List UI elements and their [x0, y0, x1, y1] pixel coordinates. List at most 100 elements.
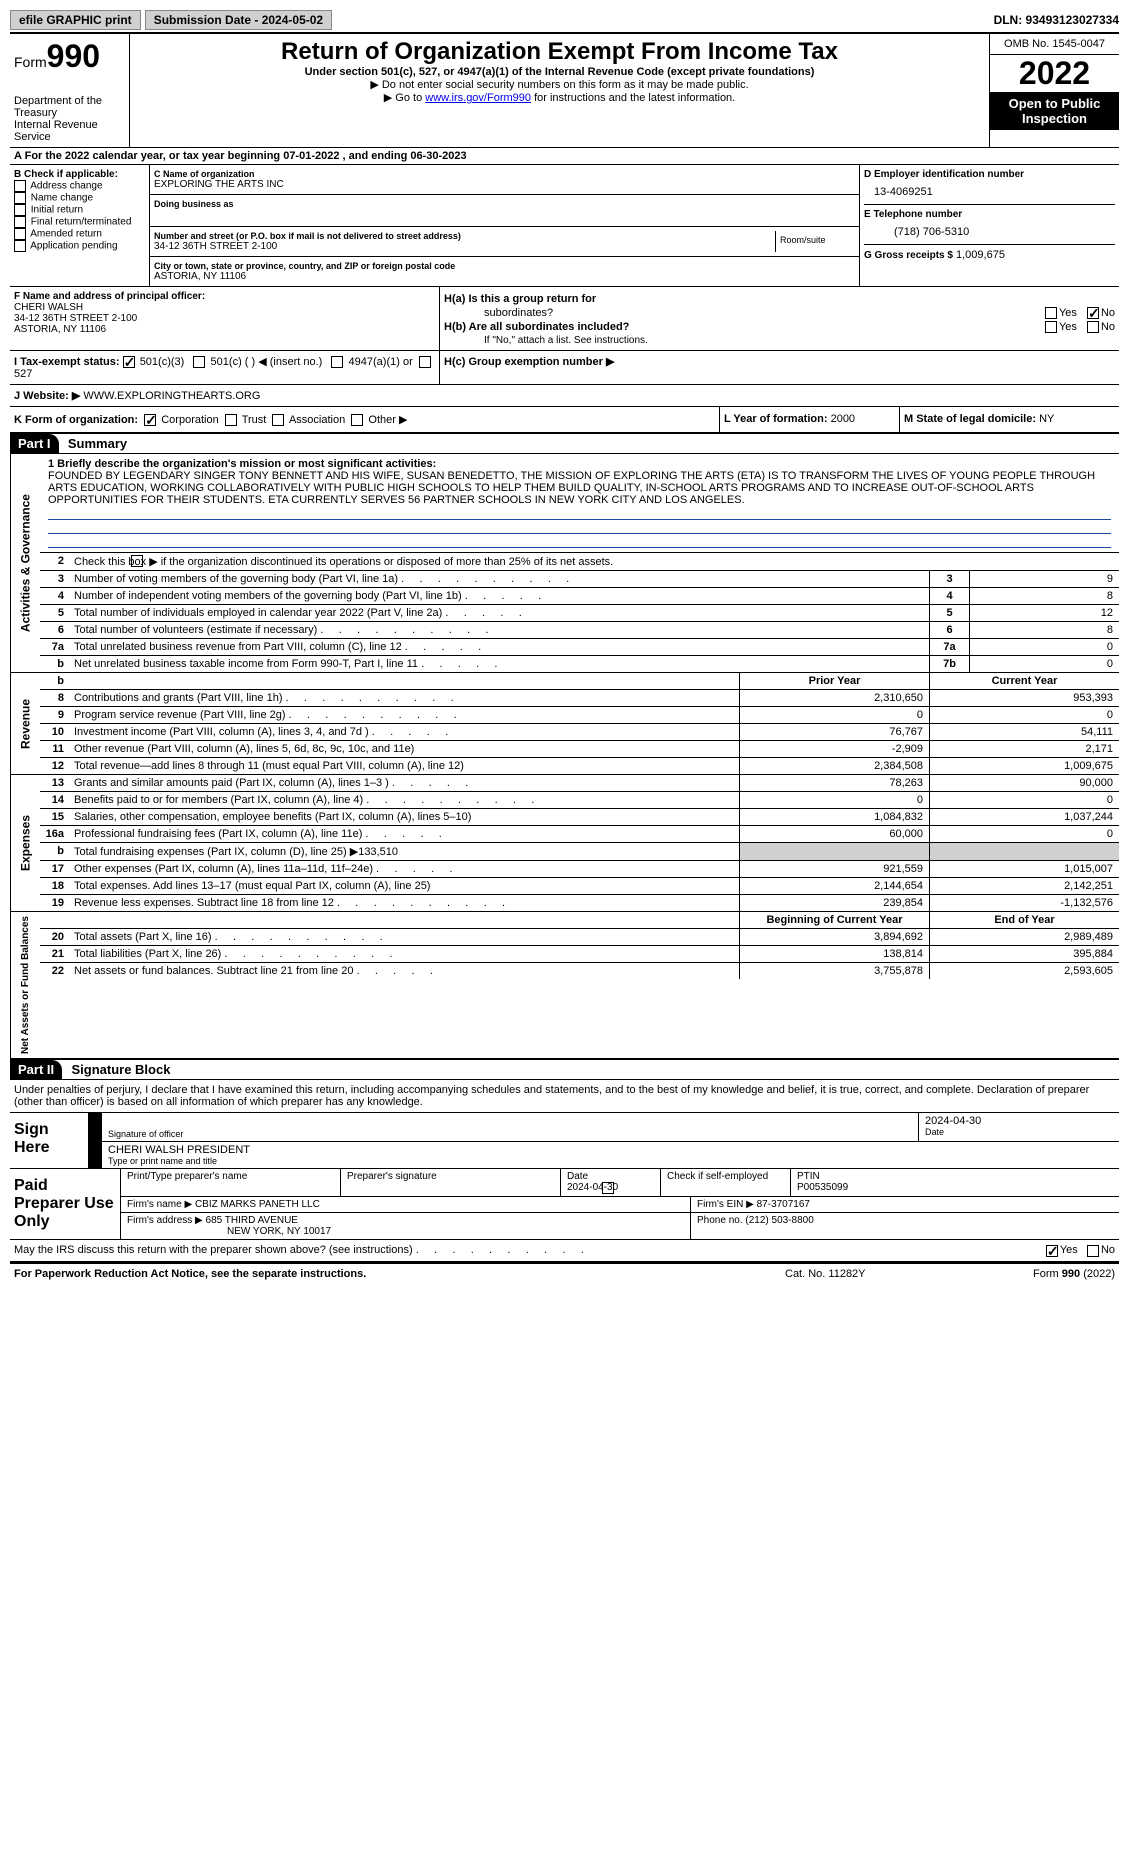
- cb-address-change[interactable]: [14, 180, 26, 192]
- mission-text: FOUNDED BY LEGENDARY SINGER TONY BENNETT…: [48, 470, 1111, 506]
- gross-label: G Gross receipts $: [864, 250, 953, 261]
- dln: DLN: 93493123027334: [994, 13, 1119, 27]
- org-name: EXPLORING THE ARTS INC: [154, 179, 855, 190]
- prep-name-hdr: Print/Type preparer's name: [121, 1169, 341, 1196]
- l15-py: 1,084,832: [739, 809, 929, 825]
- cb-discuss-no[interactable]: [1087, 1245, 1099, 1257]
- l14-cy: 0: [929, 792, 1119, 808]
- l18-py: 2,144,654: [739, 878, 929, 894]
- l12-cy: 1,009,675: [929, 758, 1119, 774]
- l10-cy: 54,111: [929, 724, 1119, 740]
- col-b-checkboxes: B Check if applicable: Address change Na…: [10, 165, 150, 286]
- cb-final-return[interactable]: [14, 216, 26, 228]
- col-f-officer: F Name and address of principal officer:…: [10, 287, 440, 350]
- cb-hb-no[interactable]: [1087, 321, 1099, 333]
- l22-cy: 2,593,605: [929, 963, 1119, 979]
- section-net-assets: Net Assets or Fund Balances Beginning of…: [10, 912, 1119, 1060]
- cb-trust[interactable]: [225, 414, 237, 426]
- cb-name-change[interactable]: [14, 192, 26, 204]
- cb-discuss-yes[interactable]: [1046, 1245, 1058, 1257]
- hdr-end-year: End of Year: [929, 912, 1119, 928]
- l9-py: 0: [739, 707, 929, 723]
- cb-501c[interactable]: [193, 356, 205, 368]
- row-klm: K Form of organization: Corporation Trus…: [10, 407, 1119, 434]
- submission-date: Submission Date - 2024-05-02: [145, 10, 332, 30]
- form-label: Form: [14, 54, 47, 70]
- cb-527[interactable]: [419, 356, 431, 368]
- col-c-org-info: C Name of organization EXPLORING THE ART…: [150, 165, 859, 286]
- side-activities: Activities & Governance: [10, 454, 40, 672]
- firm-phone: (212) 503-8800: [745, 1215, 813, 1226]
- l21-py: 138,814: [739, 946, 929, 962]
- print-name-label: Type or print name and title: [108, 1156, 1113, 1166]
- omb-number: OMB No. 1545-0047: [990, 34, 1119, 55]
- l17-py: 921,559: [739, 861, 929, 877]
- dba-label: Doing business as: [154, 199, 855, 209]
- phone-label: E Telephone number: [864, 209, 1115, 220]
- hdr-begin-year: Beginning of Current Year: [739, 912, 929, 928]
- cat-no: Cat. No. 11282Y: [785, 1268, 935, 1280]
- cb-self-employed[interactable]: [602, 1182, 614, 1194]
- hb-note: If "No," attach a list. See instructions…: [444, 335, 1115, 346]
- arrow-icon: [90, 1113, 102, 1141]
- l11-cy: 2,171: [929, 741, 1119, 757]
- l16b-cy: [929, 843, 1119, 860]
- room-label: Room/suite: [775, 231, 855, 252]
- b-header: B Check if applicable:: [14, 169, 145, 180]
- cb-ha-yes[interactable]: [1045, 307, 1057, 319]
- firm-addr2: NEW YORK, NY 10017: [227, 1226, 331, 1237]
- city-label: City or town, state or province, country…: [154, 261, 855, 271]
- l8-cy: 953,393: [929, 690, 1119, 706]
- goto-post: for instructions and the latest informat…: [531, 92, 735, 104]
- section-revenue: Revenue bPrior YearCurrent Year 8Contrib…: [10, 673, 1119, 775]
- addr-label: Number and street (or P.O. box if mail i…: [154, 231, 775, 241]
- l4-val: 8: [969, 588, 1119, 604]
- l10-py: 76,767: [739, 724, 929, 740]
- l20-cy: 2,989,489: [929, 929, 1119, 945]
- part1-header: Part I Summary: [10, 434, 1119, 454]
- mission-label: 1 Briefly describe the organization's mi…: [48, 458, 1111, 470]
- l15-cy: 1,037,244: [929, 809, 1119, 825]
- preparer-block: Paid Preparer Use Only Print/Type prepar…: [10, 1169, 1119, 1240]
- part2-header: Part II Signature Block: [10, 1060, 1119, 1080]
- firm-addr1: 685 THIRD AVENUE: [206, 1215, 298, 1226]
- l9-cy: 0: [929, 707, 1119, 723]
- l20-py: 3,894,692: [739, 929, 929, 945]
- cb-4947[interactable]: [331, 356, 343, 368]
- cb-assoc[interactable]: [272, 414, 284, 426]
- cb-501c3[interactable]: [123, 356, 135, 368]
- l12-py: 2,384,508: [739, 758, 929, 774]
- cb-hb-yes[interactable]: [1045, 321, 1057, 333]
- cb-amended[interactable]: [14, 228, 26, 240]
- section-expenses: Expenses 13Grants and similar amounts pa…: [10, 775, 1119, 912]
- cb-line2[interactable]: [131, 555, 143, 567]
- l19-py: 239,854: [739, 895, 929, 911]
- cb-app-pending[interactable]: [14, 240, 26, 252]
- form-number: 990: [47, 38, 100, 74]
- open-public: Open to Public Inspection: [990, 92, 1119, 130]
- side-expenses: Expenses: [10, 775, 40, 911]
- dept-label: Department of the Treasury: [14, 95, 125, 119]
- col-h-group: H(a) Is this a group return for subordin…: [440, 287, 1119, 350]
- firm-name: CBIZ MARKS PANETH LLC: [195, 1199, 320, 1210]
- paid-preparer-label: Paid Preparer Use Only: [10, 1169, 120, 1239]
- l14-py: 0: [739, 792, 929, 808]
- cb-other[interactable]: [351, 414, 363, 426]
- cb-initial-return[interactable]: [14, 204, 26, 216]
- l13-cy: 90,000: [929, 775, 1119, 791]
- cb-corp[interactable]: [144, 414, 156, 426]
- section-activities: Activities & Governance 1 Briefly descri…: [10, 454, 1119, 673]
- efile-button[interactable]: efile GRAPHIC print: [10, 10, 141, 30]
- side-net-assets: Net Assets or Fund Balances: [10, 912, 40, 1058]
- hdr-current-year: Current Year: [929, 673, 1119, 689]
- irs-label: Internal Revenue Service: [14, 119, 125, 143]
- city-state-zip: ASTORIA, NY 11106: [154, 271, 855, 282]
- irs-link[interactable]: www.irs.gov/Form990: [425, 92, 531, 104]
- side-revenue: Revenue: [10, 673, 40, 774]
- l6-val: 8: [969, 622, 1119, 638]
- arrow-icon: [90, 1142, 102, 1168]
- cb-ha-no[interactable]: [1087, 307, 1099, 319]
- top-bar: efile GRAPHIC print Submission Date - 20…: [10, 10, 1119, 34]
- l16a-py: 60,000: [739, 826, 929, 842]
- officer-addr2: ASTORIA, NY 11106: [14, 324, 435, 335]
